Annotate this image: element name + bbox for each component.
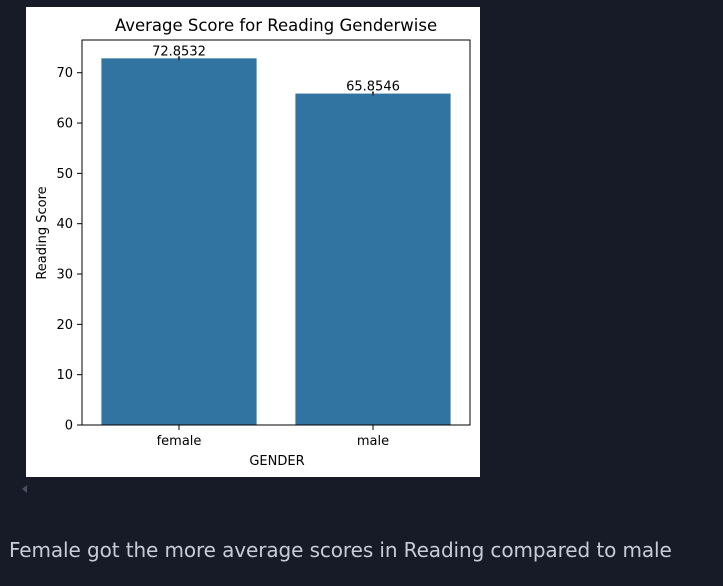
y-tick-label-70: 70 [56,66,73,81]
x-tick-label-female: female [157,434,202,449]
y-tick-label-10: 10 [56,368,73,383]
data-label-female: 72.8532 [152,44,206,59]
y-tick-label-20: 20 [56,318,73,333]
plot-frame [81,39,471,426]
bar-female [101,58,257,425]
data-label-male: 65.8546 [346,80,400,95]
y-tick-label-40: 40 [56,217,73,232]
x-axis-label: GENDER [249,454,304,469]
markdown-conclusion-text: Female got the more average scores in Re… [9,538,672,562]
y-tick-label-0: 0 [65,419,73,434]
x-tick-label-male: male [357,434,389,449]
chart-title: Average Score for Reading Genderwise [115,16,437,35]
y-tick-label-50: 50 [56,167,73,182]
y-tick-label-60: 60 [56,117,73,132]
bar-male [295,93,451,425]
y-axis-label: Reading Score [35,186,50,279]
chart-figure: Average Score for Reading Genderwise Rea… [26,7,480,477]
bar-chart: Average Score for Reading Genderwise Rea… [35,16,471,469]
scroll-left-icon[interactable] [22,485,27,493]
y-tick-label-30: 30 [56,268,73,283]
